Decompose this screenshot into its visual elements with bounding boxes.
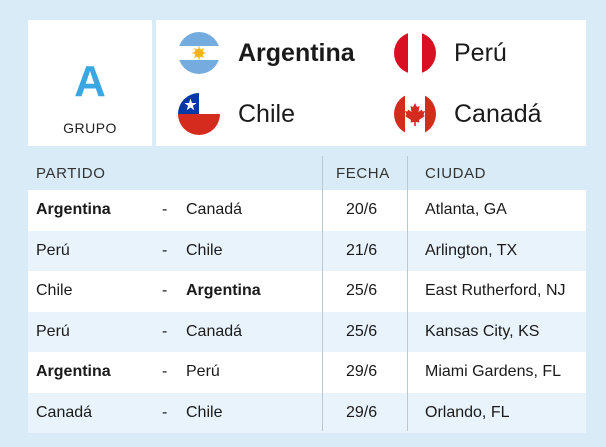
table-row: Argentina - Canadá 20/6 Atlanta, GA: [28, 190, 586, 231]
city-cell: Orlando, FL: [425, 403, 510, 421]
table-body: Argentina - Canadá 20/6 Atlanta, GA Perú - Chil…: [28, 190, 586, 433]
team-name: Chile: [238, 99, 295, 128]
schedule-table: PARTIDO FECHA CIUDAD Argentina - Canadá 20/…: [28, 156, 586, 433]
city-cell: Kansas City, KS: [425, 322, 540, 340]
table-row: Perú - Canadá 25/6 Kansas City, KS: [28, 311, 586, 352]
group-letter: A: [74, 57, 106, 106]
header-city: CIUDAD: [425, 165, 487, 182]
city-cell: Atlanta, GA: [425, 201, 507, 218]
date-cell: 25/6: [346, 282, 378, 299]
home-team-cell: Perú: [36, 241, 70, 259]
team-canada: Canadá: [394, 89, 542, 139]
table-row: Chile - Argentina 25/6 East Rutherford, NJ: [28, 271, 586, 312]
group-badge: A GRUPO: [28, 20, 152, 146]
table-row: Argentina - Perú 29/6 Miami Gardens, FL: [28, 352, 586, 393]
canada-flag-icon: [394, 93, 436, 135]
teams-panel: Argentina Perú: [156, 20, 586, 146]
versus-separator: -: [162, 241, 168, 259]
versus-separator: -: [162, 403, 168, 421]
date-cell: 29/6: [346, 403, 378, 421]
away-team-cell: Perú: [186, 363, 220, 380]
home-team-cell: Chile: [36, 282, 73, 299]
home-team-cell: Argentina: [36, 363, 111, 380]
team-argentina: Argentina: [178, 28, 355, 78]
city-cell: Arlington, TX: [425, 241, 518, 259]
away-team-cell: Argentina: [186, 282, 261, 299]
away-team-cell: Chile: [186, 241, 223, 259]
home-team-cell: Canadá: [36, 403, 93, 421]
city-cell: Miami Gardens, FL: [425, 363, 562, 380]
team-chile: Chile: [178, 89, 295, 139]
team-peru: Perú: [394, 28, 507, 78]
city-cell: East Rutherford, NJ: [425, 282, 566, 299]
argentina-flag-icon: [178, 32, 220, 74]
table-row: Canadá - Chile 29/6 Orlando, FL: [28, 392, 586, 433]
versus-separator: -: [162, 282, 168, 299]
team-name: Canadá: [454, 99, 542, 128]
table-header: PARTIDO FECHA CIUDAD: [28, 156, 586, 190]
peru-flag-icon: [394, 32, 436, 74]
chile-flag-icon: [178, 93, 220, 135]
date-cell: 20/6: [346, 201, 378, 218]
team-name: Argentina: [238, 38, 355, 67]
versus-separator: -: [162, 201, 168, 218]
versus-separator: -: [162, 322, 168, 340]
group-label: GRUPO: [63, 120, 117, 136]
column-divider: [322, 156, 323, 431]
table-row: Perú - Chile 21/6 Arlington, TX: [28, 230, 586, 271]
versus-separator: -: [162, 363, 168, 380]
away-team-cell: Chile: [186, 403, 223, 421]
date-cell: 29/6: [346, 363, 378, 380]
away-team-cell: Canadá: [186, 322, 243, 340]
home-team-cell: Argentina: [36, 201, 111, 218]
header-match: PARTIDO: [36, 165, 106, 182]
column-divider: [407, 156, 408, 431]
team-name: Perú: [454, 38, 507, 67]
date-cell: 25/6: [346, 322, 378, 340]
away-team-cell: Canadá: [186, 201, 243, 218]
date-cell: 21/6: [346, 241, 378, 259]
home-team-cell: Perú: [36, 322, 70, 340]
header-date: FECHA: [336, 165, 390, 182]
